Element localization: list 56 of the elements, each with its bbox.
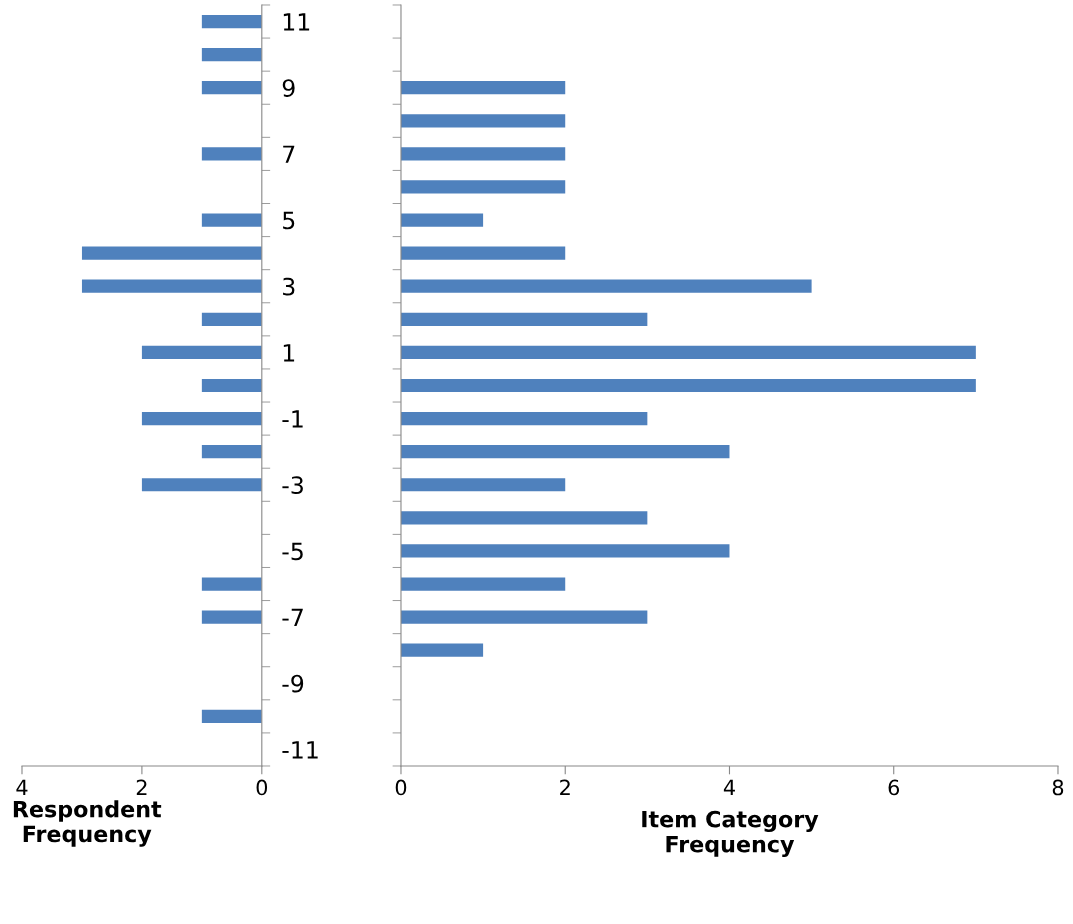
bar [400, 511, 648, 525]
bar [81, 279, 262, 293]
bar [400, 478, 566, 492]
y-tick-label: -5 [282, 542, 303, 561]
y-tick-label: -11 [282, 741, 318, 759]
bar [400, 114, 566, 128]
bar [400, 81, 566, 95]
bar [400, 445, 730, 459]
y-tick-label: 3 [283, 277, 295, 296]
bar [201, 610, 262, 624]
x-tick-label: 0 [395, 779, 407, 796]
x-tick-label: 0 [256, 779, 268, 796]
y-tick-label: 5 [283, 211, 295, 230]
x-tick-label: 6 [888, 779, 900, 796]
bar [400, 147, 566, 161]
bar [400, 213, 484, 227]
x-tick-label: 4 [16, 779, 28, 796]
x-axis-title: Respondent Frequency [13, 800, 162, 847]
bar [400, 345, 976, 360]
y-tick-label: -3 [282, 476, 303, 495]
bar [400, 312, 648, 326]
bar [400, 378, 976, 393]
y-tick-label: 11 [283, 13, 310, 31]
bar [81, 246, 262, 260]
bar [201, 147, 262, 161]
bar [201, 709, 262, 723]
bar [400, 180, 566, 194]
bar [201, 213, 262, 227]
bar [400, 577, 566, 591]
bar [201, 14, 262, 29]
y-tick-label: -7 [282, 608, 303, 627]
y-tick-label: 1 [283, 344, 295, 362]
x-axis-title: Item Category Frequency [642, 810, 819, 858]
bar [201, 445, 262, 459]
bar [201, 48, 262, 62]
bar [141, 478, 262, 492]
bar [201, 378, 262, 393]
bar [201, 577, 262, 591]
bar [400, 411, 648, 426]
x-tick-label: 2 [136, 779, 147, 796]
x-tick-label: 2 [560, 779, 570, 796]
bar [141, 345, 262, 360]
y-tick-label: 7 [283, 145, 295, 163]
bar [400, 610, 648, 624]
bar [141, 411, 262, 426]
bar [400, 279, 812, 293]
bar [400, 246, 566, 260]
bar [201, 81, 262, 95]
bar [400, 643, 484, 657]
x-tick-label: 4 [723, 779, 735, 796]
x-tick-label: 8 [1052, 779, 1064, 796]
y-tick-label: 9 [282, 79, 295, 98]
y-tick-label: -9 [282, 674, 304, 693]
bar [201, 312, 262, 326]
bar [400, 544, 730, 558]
y-tick-label: -1 [282, 410, 303, 428]
